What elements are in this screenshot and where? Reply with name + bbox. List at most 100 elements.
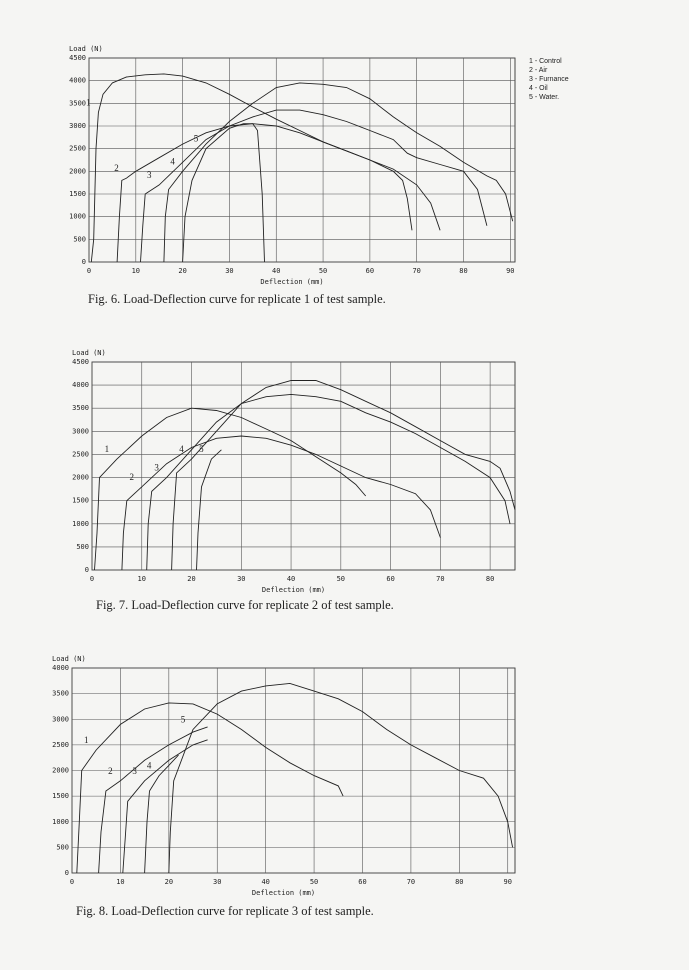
y-tick-label: 1500 <box>69 190 86 198</box>
x-tick-label: 40 <box>272 267 280 275</box>
y-tick-label: 3000 <box>69 122 86 130</box>
y-tick-label: 3000 <box>72 427 89 435</box>
y-tick-label: 3000 <box>52 715 69 723</box>
y-tick-label: 500 <box>73 235 86 243</box>
y-tick-label: 4000 <box>52 664 69 672</box>
x-tick-label: 50 <box>337 575 345 583</box>
y-axis-label: Load (N) <box>72 349 106 357</box>
y-tick-label: 1500 <box>72 497 89 505</box>
y-tick-label: 4500 <box>72 358 89 366</box>
y-tick-label: 2000 <box>69 167 86 175</box>
y-tick-label: 4500 <box>69 54 86 62</box>
curve-label: 5 <box>181 715 186 725</box>
y-tick-label: 0 <box>85 566 89 574</box>
x-tick-label: 40 <box>261 878 269 886</box>
x-tick-label: 90 <box>504 878 512 886</box>
curve <box>171 380 516 571</box>
curve-label: 3 <box>147 170 152 180</box>
y-tick-label: 3500 <box>72 404 89 412</box>
curve <box>140 109 488 263</box>
curve <box>76 702 344 874</box>
curve <box>163 82 514 263</box>
curve <box>146 393 511 571</box>
curve-label: 4 <box>147 761 152 771</box>
plot-frame <box>88 57 516 263</box>
curve <box>122 739 208 874</box>
y-tick-label: 2500 <box>52 741 69 749</box>
y-tick-label: 2000 <box>52 767 69 775</box>
curve <box>116 123 441 263</box>
x-tick-label: 50 <box>319 267 327 275</box>
curve <box>182 123 265 263</box>
figure-caption: Fig. 7. Load-Deflection curve for replic… <box>96 598 394 612</box>
x-tick-label: 60 <box>366 267 374 275</box>
x-tick-label: 10 <box>138 575 146 583</box>
y-tick-label: 4000 <box>72 381 89 389</box>
legend-entry: 1 - Control <box>529 58 562 65</box>
x-tick-label: 70 <box>407 878 415 886</box>
x-axis-label: Deflection (mm) <box>252 889 315 897</box>
curve-label: 2 <box>108 766 113 776</box>
curve-label: 1 <box>105 444 110 454</box>
curve <box>121 435 441 571</box>
x-axis-label: Deflection (mm) <box>262 586 325 594</box>
y-tick-label: 1000 <box>52 818 69 826</box>
x-tick-label: 0 <box>87 267 91 275</box>
x-tick-label: 30 <box>213 878 221 886</box>
x-tick-label: 40 <box>287 575 295 583</box>
curve <box>94 407 367 571</box>
y-tick-label: 2500 <box>72 450 89 458</box>
y-tick-label: 500 <box>56 843 69 851</box>
y-tick-label: 1500 <box>52 792 69 800</box>
y-axis-label: Load (N) <box>69 45 103 53</box>
x-tick-label: 10 <box>132 267 140 275</box>
curve-label: 3 <box>132 766 137 776</box>
x-axis-label: Deflection (mm) <box>260 278 323 286</box>
curve <box>196 449 222 571</box>
x-tick-label: 20 <box>178 267 186 275</box>
x-tick-label: 30 <box>225 267 233 275</box>
x-tick-label: 80 <box>486 575 494 583</box>
legend-entry: 3 - Furnance <box>529 76 569 83</box>
x-tick-label: 70 <box>412 267 420 275</box>
curve <box>98 726 208 874</box>
x-tick-label: 70 <box>436 575 444 583</box>
figure-caption: Fig. 8. Load-Deflection curve for replic… <box>76 904 374 918</box>
x-tick-label: 60 <box>386 575 394 583</box>
y-tick-label: 2500 <box>69 145 86 153</box>
y-tick-label: 0 <box>65 869 69 877</box>
curve-label: 5 <box>194 134 199 144</box>
figure-caption: Fig. 6. Load-Deflection curve for replic… <box>88 292 386 306</box>
y-tick-label: 3500 <box>69 99 86 107</box>
y-tick-label: 1000 <box>69 213 86 221</box>
legend-entry: 4 - Oil <box>529 85 548 92</box>
curve-label: 1 <box>86 97 91 107</box>
x-tick-label: 90 <box>506 267 514 275</box>
x-tick-label: 50 <box>310 878 318 886</box>
x-tick-label: 80 <box>455 878 463 886</box>
x-tick-label: 80 <box>459 267 467 275</box>
curve <box>144 754 179 874</box>
y-tick-label: 1000 <box>72 520 89 528</box>
y-axis-label: Load (N) <box>52 655 86 663</box>
x-tick-label: 20 <box>187 575 195 583</box>
curve-label: 3 <box>154 463 159 473</box>
curve-label: 2 <box>130 472 135 482</box>
curve-label: 4 <box>170 156 175 166</box>
curve-label: 1 <box>84 735 89 745</box>
y-tick-label: 0 <box>82 258 86 266</box>
x-tick-label: 30 <box>237 575 245 583</box>
y-tick-label: 2000 <box>72 474 89 482</box>
curve-label: 2 <box>114 163 119 173</box>
x-tick-label: 0 <box>90 575 94 583</box>
legend-entry: 2 - Air <box>529 67 548 74</box>
x-tick-label: 20 <box>165 878 173 886</box>
x-tick-label: 60 <box>358 878 366 886</box>
curve-label: 4 <box>179 444 184 454</box>
x-tick-label: 0 <box>70 878 74 886</box>
curve-label: 5 <box>199 444 204 454</box>
y-tick-label: 3500 <box>52 690 69 698</box>
y-tick-label: 500 <box>76 543 89 551</box>
